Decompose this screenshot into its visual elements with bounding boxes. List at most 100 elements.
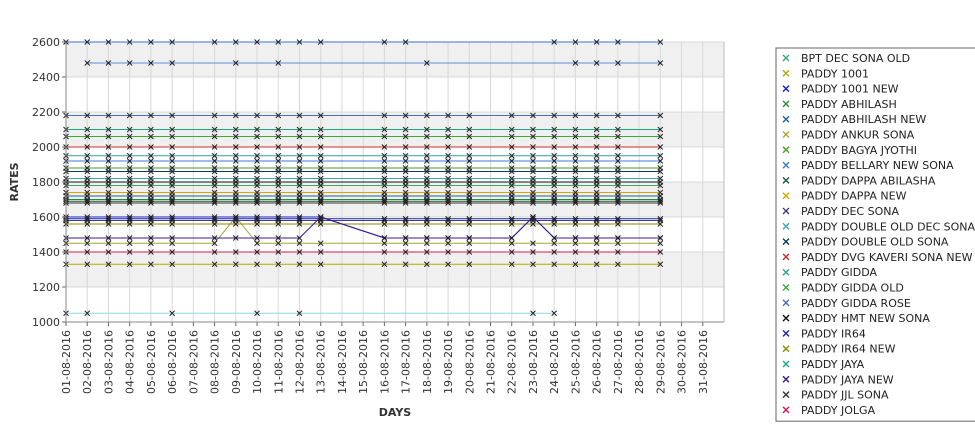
- x-tick-label: 20-08-2016: [463, 330, 476, 394]
- legend-marker: [782, 391, 790, 399]
- data-point: [551, 168, 558, 175]
- data-point: [615, 133, 621, 140]
- data-point: [615, 189, 621, 196]
- data-point: [530, 152, 536, 159]
- data-point: [296, 310, 303, 317]
- data-point: [402, 200, 409, 206]
- data-point: [615, 200, 621, 206]
- y-tick-label: 2600: [32, 36, 60, 49]
- data-point: [445, 221, 451, 227]
- data-point: [381, 249, 388, 255]
- data-point: [423, 112, 430, 119]
- data-point: [275, 249, 282, 255]
- legend-marker: [782, 161, 790, 169]
- data-point: [530, 215, 536, 222]
- data-point: [126, 215, 133, 222]
- data-point: [84, 189, 91, 196]
- data-point: [317, 249, 324, 255]
- legend-label: PADDY JOLGA: [801, 404, 876, 417]
- data-point: [593, 215, 600, 222]
- legend-label: PADDY ABHILASH: [801, 98, 897, 111]
- legend-marker: [782, 314, 790, 322]
- data-point: [445, 235, 451, 241]
- data-point: [211, 39, 218, 45]
- data-point: [126, 249, 133, 255]
- legend-marker: [782, 176, 790, 184]
- data-point: [466, 112, 473, 119]
- data-point: [254, 152, 260, 159]
- data-point: [423, 179, 430, 185]
- data-point: [593, 112, 600, 119]
- data-point: [402, 261, 409, 268]
- x-tick-label: 01-08-2016: [60, 330, 73, 394]
- data-point: [254, 39, 260, 45]
- data-point: [317, 200, 324, 206]
- data-point: [423, 152, 430, 159]
- data-point: [615, 152, 621, 159]
- data-point: [593, 240, 600, 247]
- data-point: [615, 168, 621, 175]
- data-point: [615, 60, 621, 66]
- data-point: [530, 310, 536, 317]
- data-point: [211, 215, 218, 222]
- data-point: [530, 112, 536, 119]
- data-point: [530, 158, 536, 164]
- series-paddy-jaya: [63, 126, 664, 133]
- data-point: [254, 200, 260, 206]
- data-point: [508, 144, 515, 150]
- data-point: [275, 126, 282, 133]
- data-point: [254, 158, 260, 164]
- data-point: [105, 60, 112, 66]
- data-point: [148, 126, 154, 133]
- data-point: [84, 240, 91, 247]
- legend-marker: [782, 207, 790, 215]
- data-point: [551, 215, 558, 222]
- data-point: [593, 39, 600, 45]
- data-point: [593, 168, 600, 175]
- data-point: [211, 144, 218, 150]
- data-point: [445, 126, 451, 133]
- data-point: [530, 261, 536, 268]
- data-point: [466, 152, 473, 159]
- data-point: [593, 249, 600, 255]
- data-point: [551, 235, 558, 241]
- data-point: [254, 126, 260, 133]
- data-point: [169, 249, 175, 255]
- legend-label: PADDY DAPPA NEW: [801, 190, 907, 203]
- data-point: [530, 126, 536, 133]
- legend-marker: [782, 222, 790, 230]
- series-paddy-jolga: [63, 249, 664, 255]
- data-point: [466, 144, 473, 150]
- data-point: [445, 168, 451, 175]
- data-point: [126, 189, 133, 196]
- data-point: [84, 133, 91, 140]
- data-point: [381, 112, 388, 119]
- data-point: [169, 200, 175, 206]
- data-point: [423, 221, 430, 227]
- data-point: [126, 179, 133, 185]
- data-point: [84, 144, 91, 150]
- data-point: [508, 235, 515, 241]
- data-point: [105, 112, 112, 119]
- data-point: [105, 221, 112, 227]
- data-point: [530, 133, 536, 140]
- data-point: [508, 112, 515, 119]
- legend-label: PADDY GIDDA: [801, 266, 878, 279]
- data-point: [508, 126, 515, 133]
- data-point: [84, 39, 91, 45]
- data-point: [317, 133, 324, 140]
- legend-marker: [782, 69, 790, 77]
- data-point: [211, 235, 218, 241]
- data-point: [211, 152, 218, 159]
- x-tick-label: 31-08-2016: [697, 330, 710, 394]
- data-point: [169, 215, 175, 222]
- data-point: [530, 249, 536, 255]
- data-point: [423, 60, 430, 66]
- data-point: [84, 249, 91, 255]
- data-point: [148, 179, 154, 185]
- data-point: [254, 112, 260, 119]
- data-point: [593, 126, 600, 133]
- x-tick-label: 27-08-2016: [612, 330, 625, 394]
- data-point: [530, 240, 536, 247]
